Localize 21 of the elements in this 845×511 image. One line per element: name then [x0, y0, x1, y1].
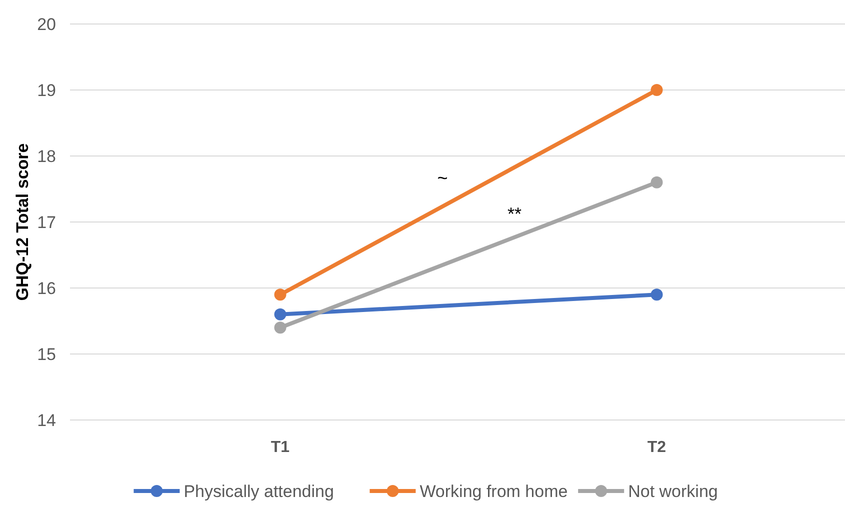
point — [274, 322, 286, 334]
y-tick-label: 18 — [37, 146, 56, 166]
y-tick-label: 20 — [37, 14, 56, 34]
point — [274, 308, 286, 320]
point — [650, 84, 663, 96]
point — [274, 288, 286, 301]
y-tick-label: 19 — [37, 80, 56, 100]
legend-label: Not working — [628, 482, 718, 501]
y-tick-label: 16 — [37, 278, 56, 298]
annotation: ~ — [437, 168, 448, 188]
x-tick-label: T2 — [647, 439, 666, 456]
legend-label: Physically attending — [184, 482, 334, 501]
y-tick-label: 15 — [37, 344, 56, 364]
x-tick-label: T1 — [270, 439, 290, 456]
point — [650, 288, 663, 301]
y-tick-label: 14 — [37, 410, 56, 430]
legend-label: Working from home — [420, 482, 568, 501]
point — [650, 176, 663, 188]
y-tick-label: 17 — [37, 212, 56, 232]
annotation: ** — [507, 204, 522, 224]
y-axis-title: GHQ-12 Total score — [13, 143, 32, 301]
